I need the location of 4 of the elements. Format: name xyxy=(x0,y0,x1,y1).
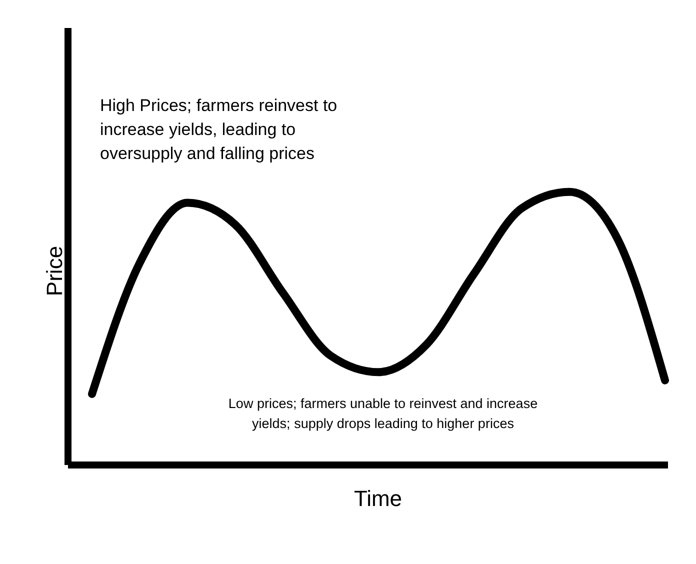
annotation: Low prices; farmers unable to reinvest and increase yields; supply drops leading to higher prices xyxy=(227,395,539,433)
y-axis-title: Price xyxy=(42,246,68,296)
text: High Prices; farmers reinvest to increase yields, leading to oversupply and falling prices xyxy=(100,95,338,165)
x-axis-title: Time xyxy=(352,486,404,512)
